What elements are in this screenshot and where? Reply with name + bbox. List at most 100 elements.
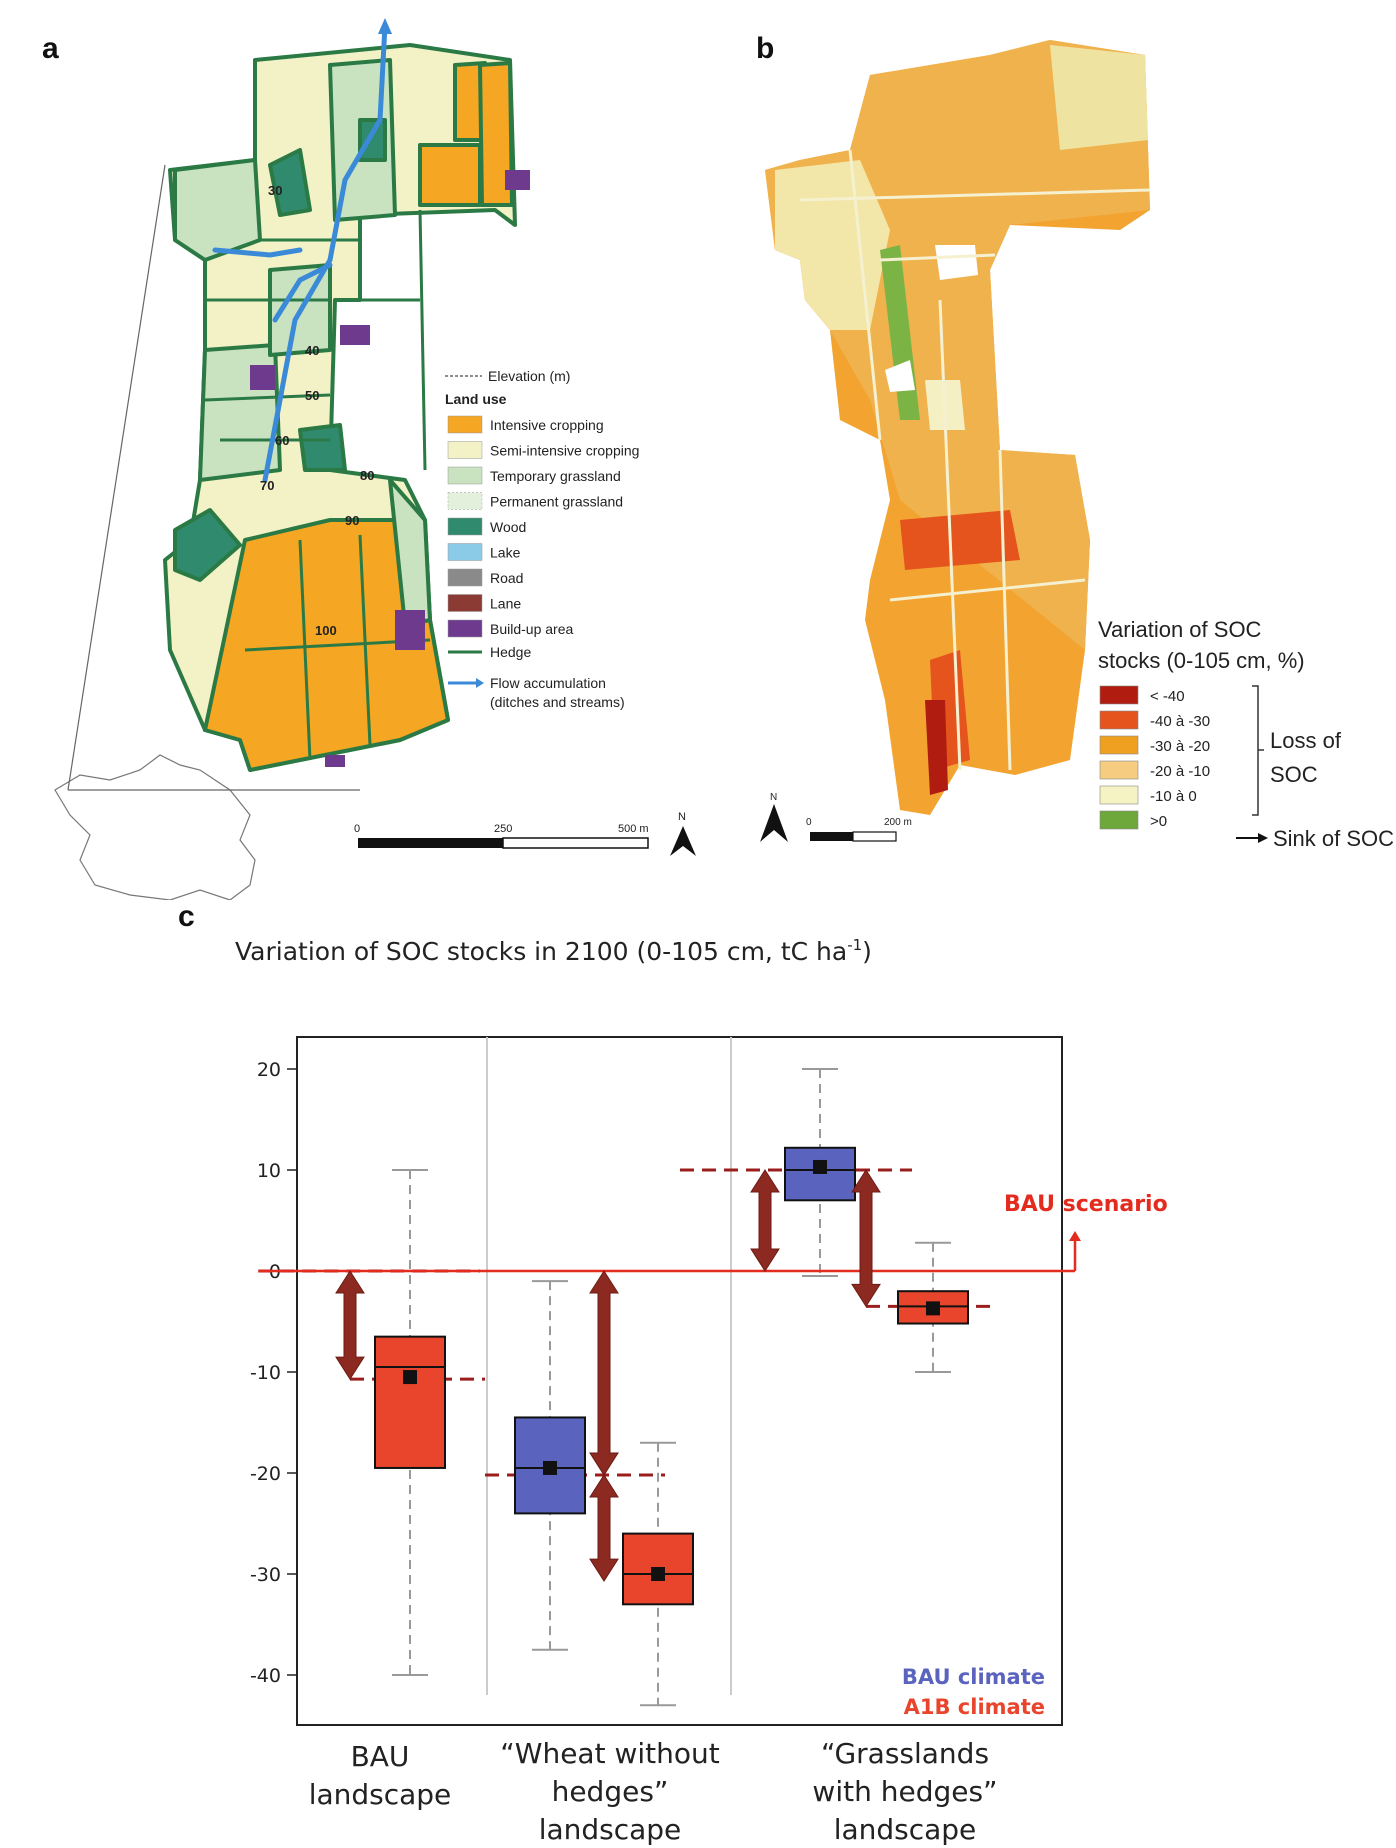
france-inset-map: [54, 754, 256, 900]
loss-of-soc-label-2: SOC: [1270, 762, 1318, 787]
soc-class-label: < -40: [1150, 688, 1185, 705]
bau-scenario-label: BAU scenario: [1004, 1192, 1168, 1217]
soc-class-swatch: [1099, 760, 1139, 780]
double-arrow-icon: [335, 1270, 365, 1381]
soc-class-label: -40 à -30: [1150, 713, 1210, 730]
y-tick-label: -20: [250, 1463, 281, 1485]
contour-label: 90: [345, 513, 359, 528]
land-use-legend: Elevation (m) Land use Intensive croppin…: [445, 368, 639, 710]
scale-end-b: 200 m: [884, 817, 912, 828]
box-mean-marker: [926, 1301, 940, 1316]
category-label-grasslands: “Grasslands with hedges” landscape: [812, 1737, 998, 1846]
contour-label: 40: [305, 343, 319, 358]
box-mean-marker: [543, 1460, 557, 1475]
soc-class-swatch: [1099, 735, 1139, 755]
legend-swatch-wood: [447, 517, 483, 536]
legend-swatch-intensive-cropping: [447, 415, 483, 434]
double-arrow-icon: [851, 1169, 881, 1308]
scale-mid: 250: [494, 823, 512, 835]
legend-label: Build-up area: [490, 621, 573, 637]
soc-legend-title-1: Variation of SOC: [1098, 617, 1262, 642]
legend-hedge-label: Hedge: [490, 644, 531, 660]
soc-legend: Variation of SOC stocks (0-105 cm, %) < …: [1098, 617, 1394, 851]
legend-swatch-permanent-grassland: [447, 492, 483, 510]
legend-label: Lane: [490, 596, 521, 612]
scale-zero-b: 0: [806, 817, 812, 828]
legend-swatch-build-up-area: [447, 619, 483, 638]
legend-label: Temporary grassland: [490, 468, 621, 484]
box-a1b-climate: [374, 1335, 446, 1469]
contour-label: 70: [260, 478, 274, 493]
soc-class-swatch: [1099, 685, 1139, 705]
scale-bar-b: N 0 200 m: [760, 792, 912, 842]
legend-swatch-semi-intensive-cropping: [447, 441, 483, 459]
legend-label: Semi-intensive cropping: [490, 443, 639, 459]
north-label-b: N: [770, 792, 777, 803]
legend-swatch-temporary-grassland: [447, 466, 483, 485]
legend-flow-label: Flow accumulation: [490, 675, 606, 691]
legend-elevation-label: Elevation (m): [488, 368, 570, 384]
soc-class-label: -20 à -10: [1150, 763, 1210, 780]
north-label: N: [678, 811, 686, 823]
chart-title: Variation of SOC stocks in 2100 (0-105 c…: [235, 936, 872, 966]
soc-class-label: >0: [1150, 813, 1167, 830]
y-tick-label: 10: [257, 1160, 281, 1182]
scale-zero: 0: [354, 823, 360, 835]
box-a1b-climate: [897, 1290, 969, 1325]
soc-legend-title-2: stocks (0-105 cm, %): [1098, 648, 1305, 673]
y-tick-label: 0: [269, 1261, 281, 1283]
y-tick-label: -40: [250, 1665, 281, 1687]
soc-class-swatch: [1099, 785, 1139, 805]
bau-arrow-icon: [1069, 1231, 1081, 1241]
soc-class-swatch: [1099, 710, 1139, 730]
north-arrow-icon-b: [760, 804, 788, 842]
land-use-parcels: [163, 43, 517, 772]
scale-end: 500 m: [618, 823, 649, 835]
box-mean-marker: [813, 1159, 827, 1174]
panel-b-letter: b: [756, 32, 775, 65]
flow-accumulation-streams: [212, 22, 388, 483]
legend-swatch-lake: [447, 543, 483, 561]
plot-frame: [296, 1036, 1063, 1726]
contour-label: 100: [315, 623, 337, 638]
north-arrow-icon: [670, 826, 696, 856]
legend-swatch-lane: [447, 594, 483, 612]
category-label-bau: BAU landscape: [308, 1740, 452, 1811]
contour-label: 30: [268, 183, 282, 198]
box-bau-climate: [514, 1416, 586, 1515]
flow-arrow-icon: [378, 18, 392, 34]
category-label-wheat: “Wheat without hedges” landscape: [500, 1737, 720, 1846]
soc-class-label: -30 à -20: [1150, 738, 1210, 755]
box-mean-marker: [651, 1567, 665, 1581]
legend-label: Intensive cropping: [490, 417, 604, 433]
double-arrow-icon: [750, 1169, 780, 1272]
y-tick-label: -30: [250, 1564, 281, 1586]
panel-c-letter: c: [178, 900, 195, 933]
scale-bar-a: 0 250 500 m N: [354, 811, 696, 856]
built-up-areas: [250, 170, 530, 767]
legend-label: Wood: [490, 519, 526, 535]
legend-swatch-road: [447, 568, 483, 587]
soc-class-swatch: [1099, 810, 1139, 830]
elevation-contour-labels: 30 40 50 60 70 80 90 100: [260, 183, 374, 638]
legend-label: Road: [490, 570, 523, 586]
double-arrow-icon: [589, 1270, 619, 1476]
contour-label: 80: [360, 468, 374, 483]
y-tick-label: 20: [257, 1059, 281, 1081]
soc-class-label: -10 à 0: [1150, 788, 1197, 805]
legend-heading: Land use: [445, 391, 507, 407]
y-tick-label: -10: [250, 1362, 281, 1384]
box-a1b-climate: [622, 1532, 694, 1606]
box-bau-climate: [784, 1146, 856, 1202]
soc-variation-map: [765, 40, 1151, 815]
chart-legend-a1b-climate: A1B climate: [904, 1695, 1045, 1719]
legend-label: Lake: [490, 545, 521, 561]
loss-of-soc-label: Loss of: [1270, 728, 1342, 753]
sink-of-soc-label: Sink of SOC: [1273, 826, 1394, 851]
land-use-map: 30 40 50 60 70 80 90 100 Elevation (m) L…: [54, 18, 1394, 900]
box-mean-marker: [403, 1370, 417, 1385]
panel-a-letter: a: [42, 32, 59, 65]
contour-label: 60: [275, 433, 289, 448]
double-arrow-icon: [589, 1474, 619, 1583]
chart-legend-bau-climate: BAU climate: [902, 1665, 1045, 1689]
